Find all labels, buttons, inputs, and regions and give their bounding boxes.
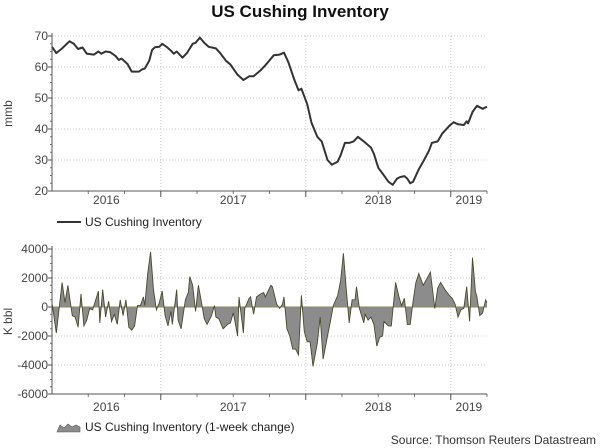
legend-label: US Cushing Inventory (85, 215, 202, 229)
legend-label: US Cushing Inventory (1-week change) (85, 420, 294, 434)
y-tick-label: 50 (35, 91, 49, 105)
x-tick-label: 2018 (365, 193, 392, 207)
y-tick-label: -6000 (17, 387, 48, 401)
legend-swatch-area (56, 423, 81, 433)
y-tick-label: 70 (35, 29, 49, 43)
x-tick-label: 2017 (220, 193, 247, 207)
y-tick-label: 4000 (21, 242, 48, 256)
x-tick-label: 2018 (365, 400, 392, 414)
y-axis-label: mmb (1, 100, 15, 127)
series-area (52, 251, 487, 367)
y-tick-label: -2000 (17, 329, 48, 343)
y-tick-label: 0 (41, 300, 48, 314)
y-tick-label: 60 (35, 60, 49, 74)
x-tick-label: 2016 (93, 400, 120, 414)
series-line (51, 36, 488, 186)
y-axis-label: K bbl (1, 308, 15, 335)
y-tick-label: 40 (35, 122, 49, 136)
y-tick-label: 20 (35, 184, 49, 198)
x-tick-label: 2017 (220, 400, 247, 414)
y-tick-label: -4000 (17, 358, 48, 372)
y-tick-label: 30 (35, 153, 49, 167)
series-outline (51, 251, 488, 367)
x-tick-label: 2019 (456, 400, 483, 414)
x-tick-label: 2016 (93, 193, 120, 207)
y-tick-label: 2000 (21, 271, 48, 285)
x-tick-label: 2019 (456, 193, 483, 207)
source-note: Source: Thomson Reuters Datastream (390, 433, 596, 447)
chart-title: US Cushing Inventory (211, 2, 389, 21)
